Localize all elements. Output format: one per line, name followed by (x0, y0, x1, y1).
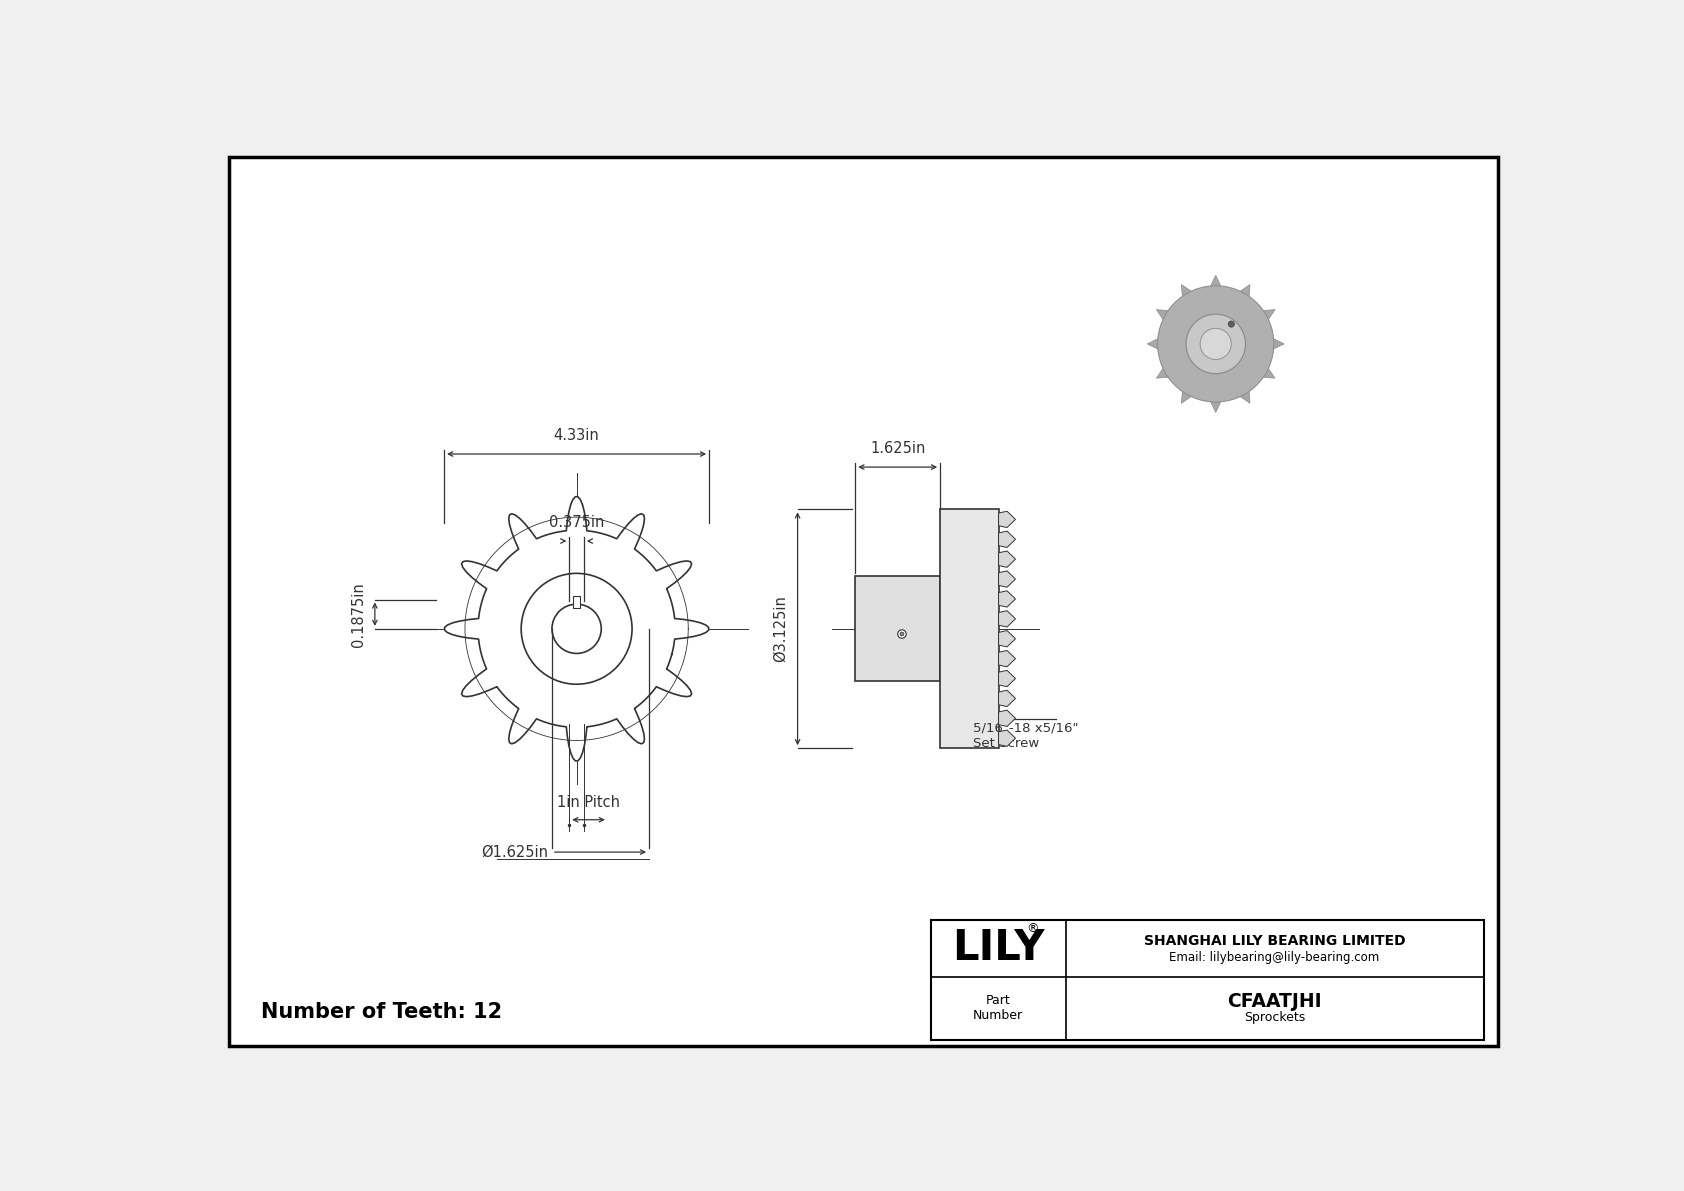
Text: Sprockets: Sprockets (1244, 1011, 1305, 1024)
Bar (573, 596, 579, 607)
Polygon shape (1182, 386, 1196, 404)
Polygon shape (999, 570, 1015, 587)
Polygon shape (1268, 336, 1285, 351)
Text: CFAATJHI: CFAATJHI (1228, 992, 1322, 1011)
Text: 0.1875in: 0.1875in (350, 581, 365, 647)
Polygon shape (1236, 285, 1250, 303)
Bar (931, 919, 1484, 1040)
Polygon shape (1207, 397, 1223, 412)
Bar (940, 510, 999, 748)
Polygon shape (1236, 386, 1250, 404)
Circle shape (1157, 286, 1273, 403)
Polygon shape (999, 591, 1015, 607)
Text: SHANGHAI LILY BEARING LIMITED: SHANGHAI LILY BEARING LIMITED (1143, 934, 1406, 948)
Circle shape (1201, 329, 1231, 360)
Polygon shape (999, 730, 1015, 747)
Polygon shape (1207, 275, 1223, 292)
Polygon shape (1147, 336, 1164, 351)
Bar (855, 576, 940, 681)
Polygon shape (999, 691, 1015, 706)
Polygon shape (999, 630, 1015, 647)
Polygon shape (999, 511, 1015, 528)
Circle shape (899, 632, 904, 636)
Polygon shape (1258, 310, 1275, 324)
Text: 5/16"-18 x5/16"
Set Screw: 5/16"-18 x5/16" Set Screw (973, 722, 1078, 750)
Circle shape (1228, 322, 1234, 328)
Polygon shape (999, 531, 1015, 548)
Polygon shape (999, 650, 1015, 667)
Polygon shape (1258, 363, 1275, 379)
Text: LILY: LILY (951, 928, 1044, 969)
Text: 1.625in: 1.625in (871, 442, 926, 456)
Polygon shape (999, 611, 1015, 626)
Polygon shape (999, 710, 1015, 727)
Text: Email: lilybearing@lily-bearing.com: Email: lilybearing@lily-bearing.com (1169, 952, 1379, 964)
Polygon shape (1157, 310, 1174, 324)
Polygon shape (999, 551, 1015, 567)
Circle shape (1186, 314, 1246, 374)
Polygon shape (1182, 285, 1196, 303)
Circle shape (898, 630, 906, 638)
Text: ®: ® (1027, 922, 1039, 935)
Polygon shape (999, 671, 1015, 687)
Text: Ø1.625in: Ø1.625in (482, 844, 547, 860)
Text: 4.33in: 4.33in (554, 429, 600, 443)
Polygon shape (445, 497, 709, 761)
Text: Ø3.125in: Ø3.125in (773, 596, 788, 662)
Text: Part
Number: Part Number (973, 994, 1024, 1022)
Text: 0.375in: 0.375in (549, 516, 605, 530)
Polygon shape (1157, 363, 1174, 379)
Text: Number of Teeth: 12: Number of Teeth: 12 (261, 1003, 502, 1022)
Text: 1in Pitch: 1in Pitch (557, 794, 620, 810)
